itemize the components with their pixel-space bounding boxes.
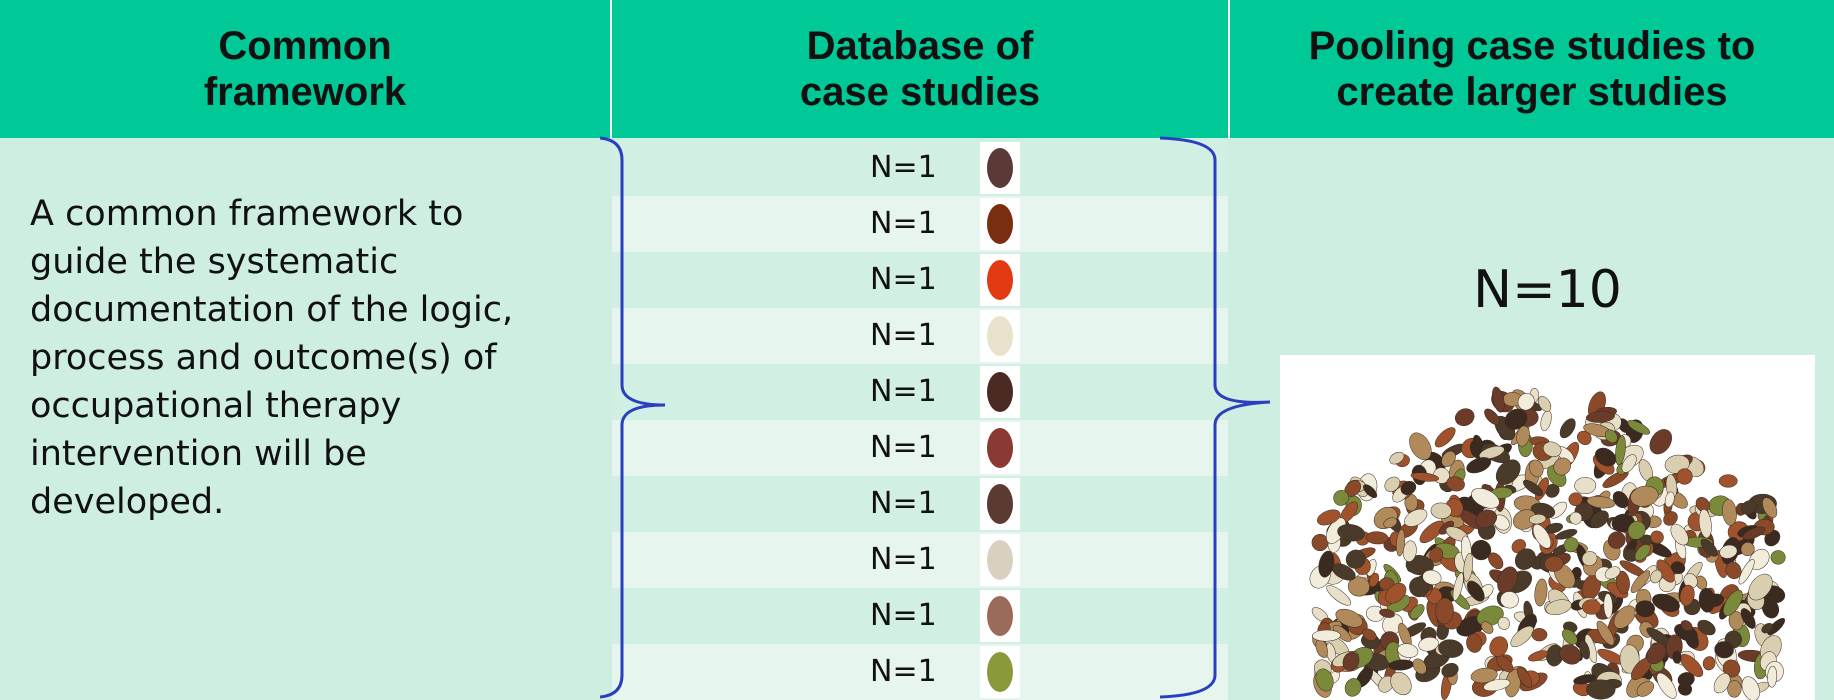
bean [987,652,1013,692]
bean [987,540,1013,580]
bean [987,428,1013,468]
pile-bean [1586,680,1615,700]
pile-bean [1312,630,1340,642]
pile-bean [1574,477,1596,494]
right-bracket [1160,138,1270,697]
bean [987,148,1013,188]
pile-bean [1771,550,1786,564]
bean [987,484,1013,524]
pile-bean [1719,475,1737,488]
left-bracket [600,138,665,697]
bean-icons [980,142,1020,698]
pile-bean [1532,628,1547,641]
bean [987,204,1013,244]
slide: Common framework Database of case studie… [0,0,1834,700]
bean [987,372,1013,412]
bean [987,260,1013,300]
bean [987,316,1013,356]
artwork [0,0,1834,700]
bean [987,596,1013,636]
pile-bean [1582,600,1601,615]
